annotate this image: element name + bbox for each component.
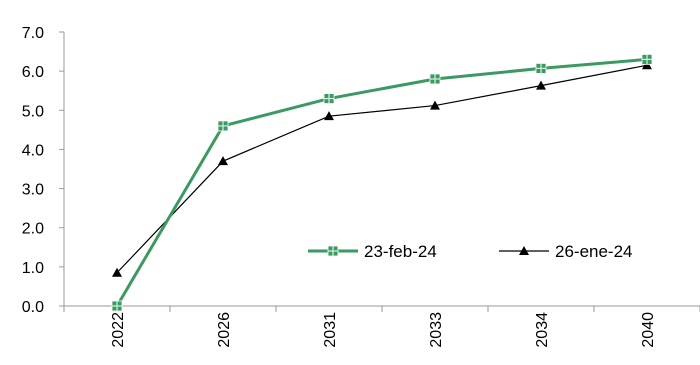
x-tick-label: 2033	[428, 312, 445, 348]
legend-label: 23-feb-24	[364, 242, 437, 261]
y-tick-label: 2.0	[22, 221, 44, 238]
series-point-square	[535, 63, 547, 74]
series-point-triangle	[112, 267, 122, 277]
x-tick-label: 2040	[640, 312, 657, 348]
x-tick-label: 2022	[110, 312, 127, 348]
x-axis: 2022 2026 2031 2033 2034 2040	[63, 305, 700, 348]
y-tick-label: 7.0	[22, 25, 44, 42]
legend-label: 26-ene-24	[555, 242, 633, 261]
series-point-triangle	[536, 80, 546, 90]
series-point-square	[327, 245, 339, 257]
series-point-square	[641, 54, 653, 65]
series-point-triangle	[519, 246, 529, 255]
y-tick-label: 6.0	[22, 64, 44, 81]
y-tick-label: 5.0	[22, 103, 44, 120]
series-point-square	[217, 120, 229, 132]
series-point-triangle	[324, 111, 334, 121]
series-point-square	[429, 73, 441, 85]
y-tick-label: 3.0	[22, 182, 44, 199]
x-tick-label: 2026	[216, 312, 233, 348]
series-triangle	[112, 60, 652, 277]
series-point-triangle	[218, 156, 228, 166]
y-tick-label: 0.0	[22, 299, 44, 316]
series-square	[111, 54, 653, 312]
x-tick-label: 2034	[534, 312, 551, 348]
legend: 23-feb-24 26-ene-24	[308, 242, 633, 261]
y-tick-label: 1.0	[22, 260, 44, 277]
legend-item: 23-feb-24	[308, 242, 437, 261]
series-line	[115, 57, 648, 307]
x-tick-label: 2031	[322, 312, 339, 348]
y-tick-label: 4.0	[22, 142, 44, 159]
series-line	[116, 64, 648, 274]
series-point-triangle	[430, 100, 440, 110]
legend-item: 26-ene-24	[499, 242, 633, 261]
series-point-square	[323, 93, 335, 104]
series-point-square	[111, 300, 123, 312]
series-layer	[111, 54, 653, 312]
y-axis: 0.0 1.0 2.0 3.0 4.0 5.0 6.0 7.0	[22, 25, 65, 316]
